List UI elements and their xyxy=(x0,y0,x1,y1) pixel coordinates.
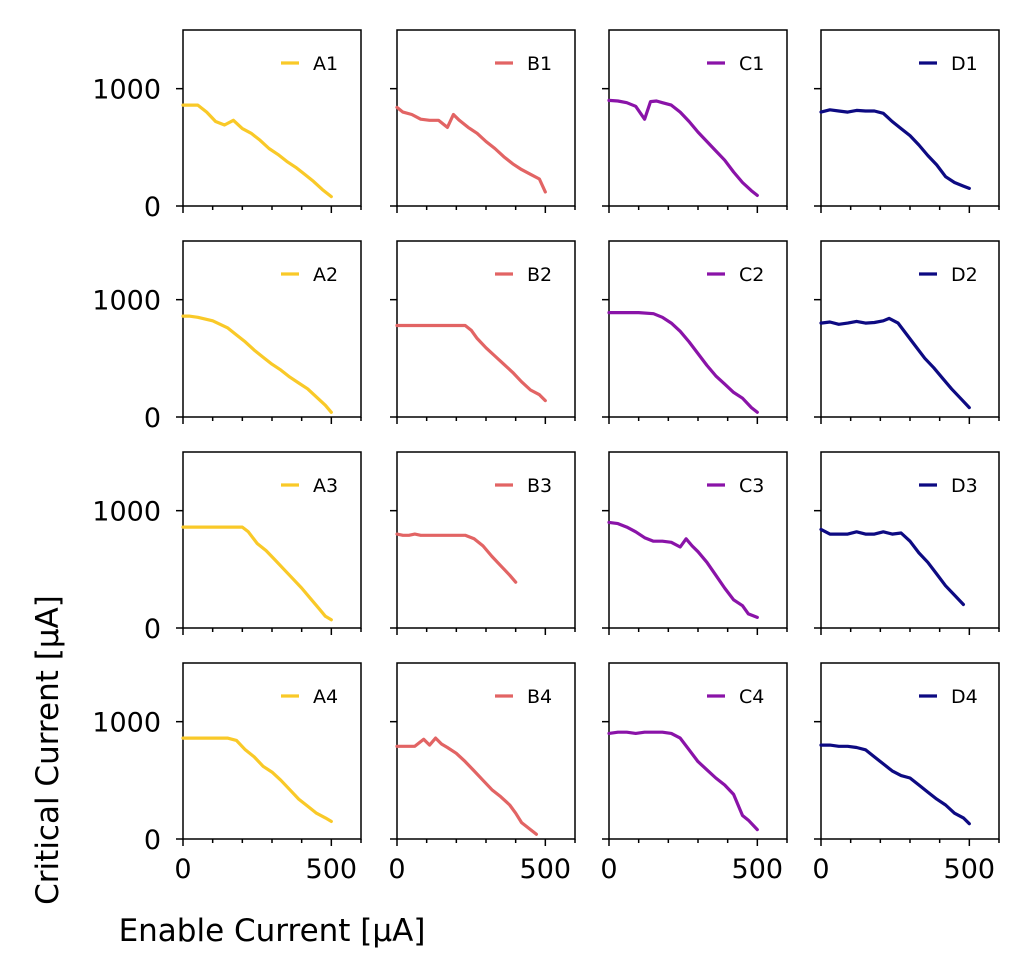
panel-b4: 0 500 B4 xyxy=(388,662,576,885)
x-tick-label: 500 xyxy=(944,854,996,885)
legend-label-d2: D2 xyxy=(951,264,978,286)
x-tick-label: 0 xyxy=(812,854,829,885)
panel-grid: 0 1000 A1 B1 C1 D1 0 1000 A2 B2 C2 D2 0 1000 A3 B3 C3 D3 0… xyxy=(92,29,1000,885)
x-tick-label: 500 xyxy=(306,854,358,885)
y-tick-label: 0 xyxy=(144,825,161,856)
series-line-a3 xyxy=(181,525,333,622)
panel-b3: B3 xyxy=(390,451,576,635)
series-line-c4 xyxy=(607,730,759,832)
series-line-d3 xyxy=(819,527,966,607)
panel-b1: B1 xyxy=(390,29,576,213)
legend-label-c3: C3 xyxy=(739,475,764,497)
y-tick-label: 1000 xyxy=(92,497,161,528)
y-axis-title: Critical Current [µA] xyxy=(30,595,66,905)
y-tick-label: 1000 xyxy=(92,75,161,106)
x-tick-label: 500 xyxy=(520,854,572,885)
legend-label-a3: A3 xyxy=(313,475,338,497)
panel-c3: C3 xyxy=(602,451,788,635)
x-axis-title: Enable Current [µA] xyxy=(119,913,426,949)
panel-c2: C2 xyxy=(602,240,788,424)
legend-label-b1: B1 xyxy=(527,53,552,75)
legend-label-d1: D1 xyxy=(951,53,978,75)
x-tick-label: 0 xyxy=(600,854,617,885)
legend-label-d4: D4 xyxy=(951,686,978,708)
series-line-c2 xyxy=(607,311,759,414)
panel-a2: 0 1000 A2 xyxy=(92,240,362,434)
panel-c1: C1 xyxy=(602,29,788,213)
series-line-c3 xyxy=(607,520,759,620)
y-tick-label: 0 xyxy=(144,192,161,223)
series-line-c1 xyxy=(607,98,759,197)
legend-label-a2: A2 xyxy=(313,264,338,286)
series-line-d1 xyxy=(819,108,971,190)
series-line-a1 xyxy=(181,103,333,199)
y-tick-label: 0 xyxy=(144,614,161,645)
legend-label-b2: B2 xyxy=(527,264,552,286)
legend-label-a4: A4 xyxy=(313,686,338,708)
series-line-b2 xyxy=(395,323,547,403)
y-tick-label: 1000 xyxy=(92,286,161,317)
x-tick-label: 500 xyxy=(732,854,784,885)
series-line-a2 xyxy=(181,314,333,414)
panel-a1: 0 1000 A1 xyxy=(92,29,362,223)
legend-label-c4: C4 xyxy=(739,686,764,708)
legend-label-b4: B4 xyxy=(527,686,552,708)
series-line-b4 xyxy=(395,736,539,836)
legend-label-a1: A1 xyxy=(313,53,338,75)
legend-label-c1: C1 xyxy=(739,53,764,75)
panel-d1: D1 xyxy=(814,29,1000,213)
legend-label-d3: D3 xyxy=(951,475,978,497)
panel-a3: 0 1000 A3 xyxy=(92,451,362,645)
y-tick-label: 0 xyxy=(144,403,161,434)
panel-a4: 0 1000 0 500 A4 xyxy=(92,662,362,885)
panel-d2: D2 xyxy=(814,240,1000,424)
y-tick-label: 1000 xyxy=(92,708,161,739)
panel-b2: B2 xyxy=(390,240,576,424)
panel-c4: 0 500 C4 xyxy=(600,662,788,885)
series-line-b3 xyxy=(395,532,518,584)
x-tick-label: 0 xyxy=(174,854,191,885)
series-line-d2 xyxy=(819,316,971,410)
series-line-b1 xyxy=(395,105,547,194)
panel-d3: D3 xyxy=(814,451,1000,635)
legend-label-b3: B3 xyxy=(527,475,552,497)
x-tick-label: 0 xyxy=(388,854,405,885)
legend-label-c2: C2 xyxy=(739,264,764,286)
panel-d4: 0 500 D4 xyxy=(812,662,1000,885)
series-line-a4 xyxy=(181,736,333,824)
series-line-d4 xyxy=(819,743,971,826)
